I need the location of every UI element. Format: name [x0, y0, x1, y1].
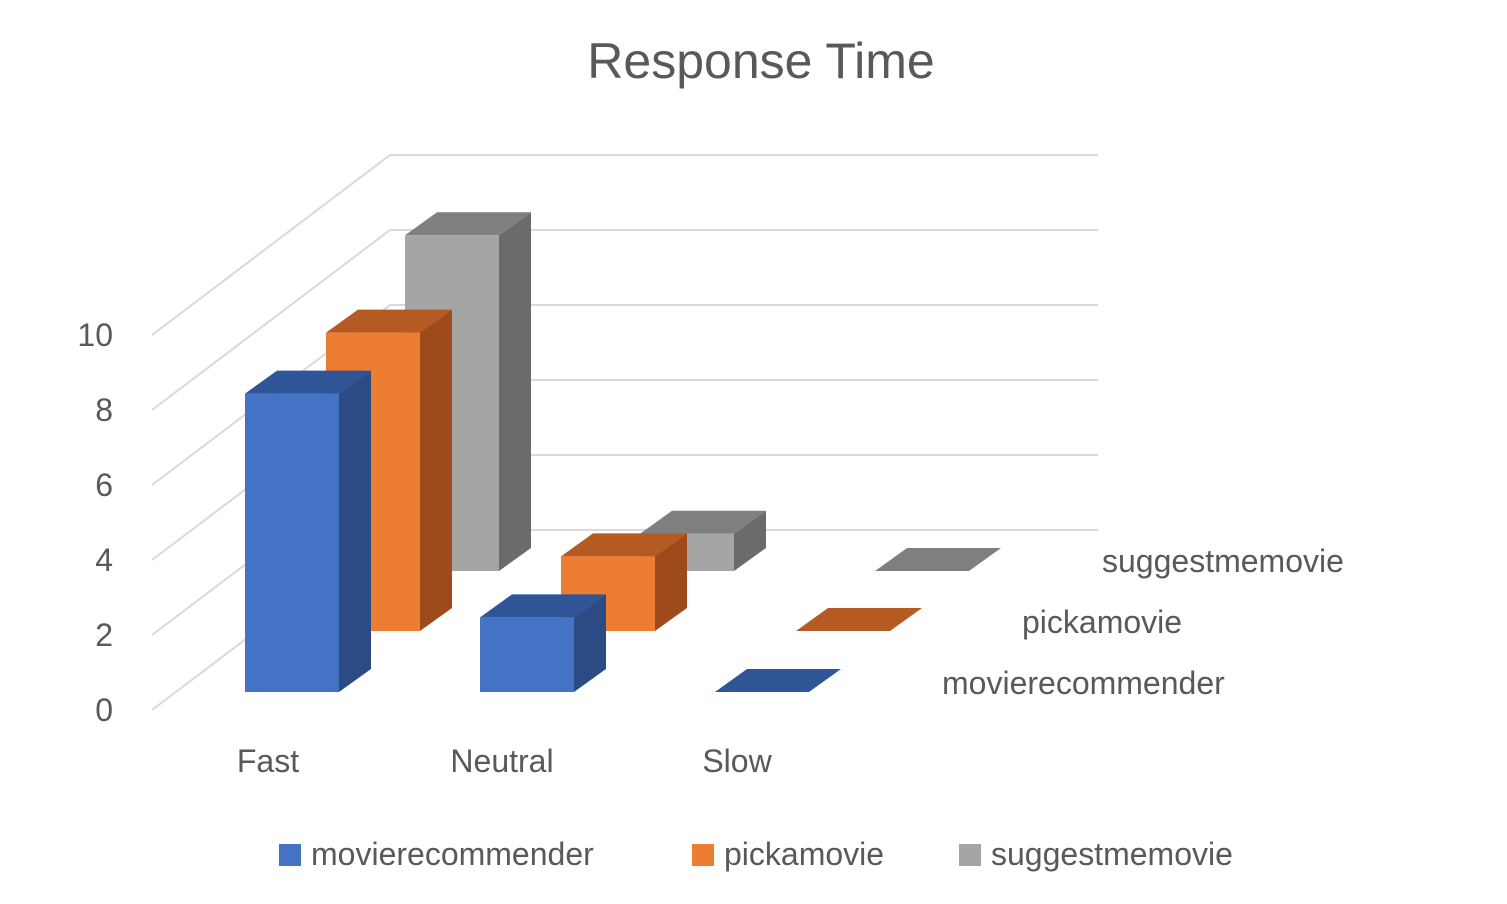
legend-item: suggestmemovie: [959, 836, 1233, 872]
legend-label: movierecommender: [311, 836, 594, 872]
legend-swatch: [692, 844, 714, 866]
category-label: Slow: [702, 743, 772, 779]
gridline: [151, 304, 1098, 486]
bar-front: [245, 393, 339, 692]
y-tick-label: 6: [95, 467, 113, 503]
bar-top: [561, 533, 687, 557]
bar-front: [480, 617, 574, 692]
bar-top: [480, 594, 606, 618]
y-tick-label: 0: [95, 692, 113, 728]
x-axis-categories: Fast Neutral Slow: [237, 743, 773, 779]
depth-axis-label: pickamovie: [1022, 604, 1182, 640]
depth-axis-label: movierecommender: [942, 665, 1225, 701]
bar: [796, 608, 922, 631]
y-tick-label: 8: [95, 392, 113, 428]
bars: [245, 212, 1001, 692]
category-label: Fast: [237, 743, 299, 779]
bar-side: [734, 510, 766, 571]
gridline: [151, 229, 1098, 411]
y-tick-label: 10: [77, 317, 113, 353]
y-tick-label: 4: [95, 542, 113, 578]
bar: [715, 669, 841, 692]
bar-top: [875, 548, 1001, 571]
legend-item: movierecommender: [279, 836, 594, 872]
bar-top: [796, 608, 922, 631]
chart-title: Response Time: [587, 33, 934, 89]
gridline: [151, 154, 1098, 336]
legend-swatch: [959, 844, 981, 866]
bar: [480, 594, 606, 692]
depth-axis-label: suggestmemovie: [1102, 543, 1344, 579]
bar: [245, 370, 371, 692]
bar-side: [420, 309, 452, 631]
legend-swatch: [279, 844, 301, 866]
legend-label: suggestmemovie: [991, 836, 1233, 872]
bar-top: [326, 309, 452, 333]
bar: [875, 548, 1001, 571]
category-label: Neutral: [450, 743, 553, 779]
legend: movierecommender pickamovie suggestmemovie: [279, 836, 1233, 872]
bar-side: [574, 594, 606, 692]
y-axis-ticks: 0 2 4 6 8 10: [77, 317, 113, 728]
bar-side: [339, 370, 371, 692]
y-tick-label: 2: [95, 617, 113, 653]
legend-item: pickamovie: [692, 836, 884, 872]
bar-side: [499, 212, 531, 572]
bar-top: [640, 510, 766, 534]
bar-top: [715, 669, 841, 692]
depth-axis-labels: movierecommender pickamovie suggestmemovie: [942, 543, 1344, 701]
bar-side: [655, 533, 687, 631]
legend-label: pickamovie: [724, 836, 884, 872]
bar-top: [405, 212, 531, 236]
bar-top: [245, 370, 371, 394]
